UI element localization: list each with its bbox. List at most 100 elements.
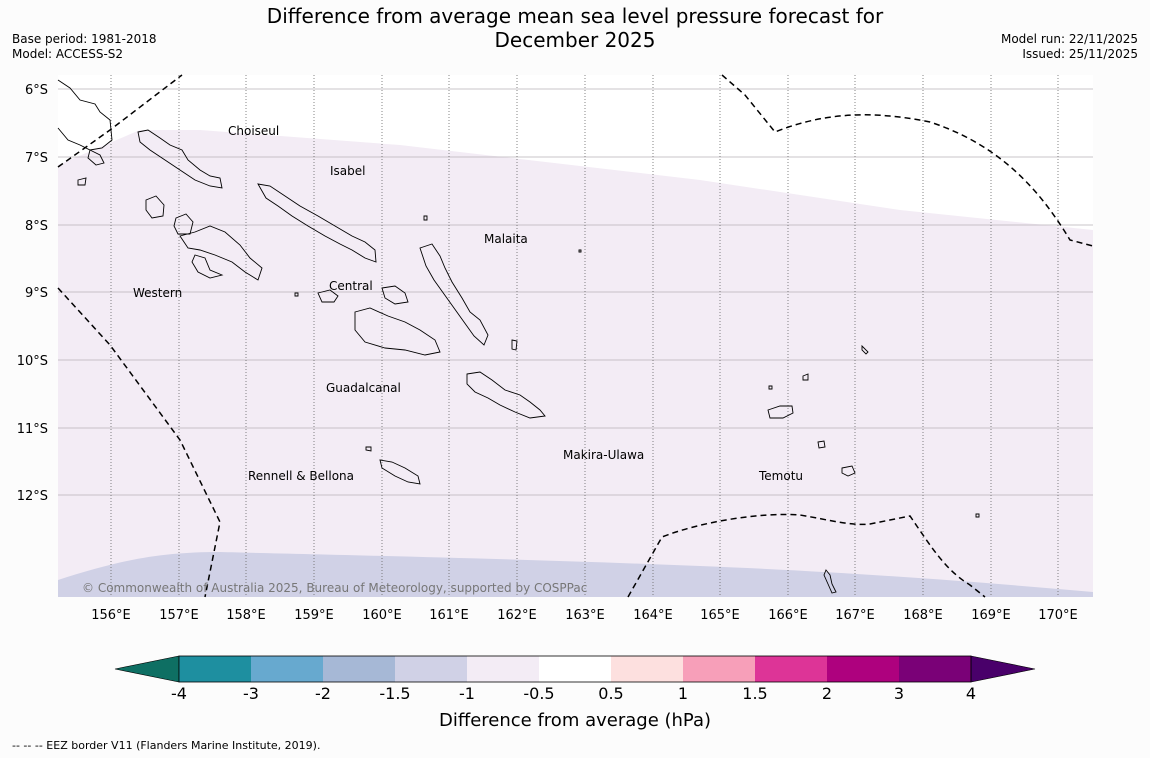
island-bellona [365,446,372,452]
province-label-western: Western [133,286,182,300]
colorbar-swatch [179,656,251,682]
colorbar-swatch [467,656,539,682]
lat-label: 8°S [25,219,48,234]
colorbar-tick: 4 [966,684,976,703]
colorbar-tick: 3 [894,684,904,703]
island-small-shortland [77,177,87,186]
island-small-ontong [578,249,582,253]
island-rendova [191,254,224,279]
province-label-temotu: Temotu [758,469,803,483]
colorbar-swatch [539,656,611,682]
province-labels: Choiseul Isabel Malaita Western Central … [133,124,803,483]
island-vella-lavella [145,195,165,219]
lat-label: 10°S [17,354,48,369]
model-name: Model: ACCESS-S2 [12,47,124,61]
lat-label: 12°S [17,489,48,504]
lon-label: 160°E [362,608,402,623]
lon-label: 157°E [159,608,199,623]
lon-label: 169°E [971,608,1011,623]
base-period: Base period: 1981-2018 [12,32,157,46]
colorbar-tick: -1 [459,684,475,703]
colorbar-swatch [395,656,467,682]
lon-labels: 156°E 157°E 158°E 159°E 160°E 161°E 162°… [91,608,1078,623]
colorbar-tick: -0.5 [523,684,554,703]
island-isabel [257,183,377,263]
meta-left: Base period: 1981-2018 Model: ACCESS-S2 [12,32,157,62]
island-sikaiana [861,344,869,355]
colorbar-swatch [251,656,323,682]
colorbar-tick: -2 [315,684,331,703]
issued-date: Issued: 25/11/2025 [1022,47,1138,61]
lon-label: 166°E [768,608,808,623]
eez-borders [57,74,1094,598]
colorbar-swatch [683,656,755,682]
lat-label: 9°S [25,286,48,301]
island-guadalcanal [354,307,441,356]
lon-label: 156°E [91,608,131,623]
island-reef-islands [802,373,809,381]
lat-label: 7°S [25,151,48,166]
colorbar-swatch [827,656,899,682]
lon-label: 163°E [565,608,605,623]
province-label-rennell: Rennell & Bellona [248,469,354,483]
province-label-guadalcanal: Guadalcanal [326,381,401,395]
island-new-georgia [179,225,263,281]
colorbar-tick: 0.5 [598,684,623,703]
colorbar-tick: 2 [822,684,832,703]
island-nggela [317,289,339,303]
island-vanikoro [841,465,856,477]
lon-label: 168°E [903,608,943,623]
colorbar-tick: -1.5 [379,684,410,703]
island-russell [381,285,409,305]
anomaly-region-mid [58,552,1093,597]
colorbar-low-arrow [114,655,180,683]
model-run: Model run: 22/11/2025 [1000,32,1138,46]
lat-labels: 6°S 7°S 8°S 9°S 10°S 11°S 12°S [17,83,48,504]
colorbar-swatch [323,656,395,682]
lat-label: 11°S [17,422,48,437]
map-title: Difference from average mean sea level p… [260,4,890,52]
province-label-malaita: Malaita [484,232,528,246]
colorbar-outline [178,655,972,683]
province-label-choiseul: Choiseul [228,124,279,138]
lon-gridlines [110,75,1059,597]
island-bougainville [57,79,113,151]
colorbar: -4 -3 -2 -1.5 -1 -0.5 0.5 1 1.5 2 3 4 Di… [114,655,1036,731]
island-rennell [379,459,421,485]
lon-label: 164°E [633,608,673,623]
colorbar-swatch [611,656,683,682]
island-buka [87,149,105,166]
island-malaita [419,243,489,346]
province-label-makira: Makira-Ulawa [563,448,644,462]
lat-label: 6°S [25,83,48,98]
lon-label: 170°E [1038,608,1078,623]
island-small-ulawa [511,339,518,351]
lon-label: 167°E [835,608,875,623]
lon-label: 165°E [700,608,740,623]
island-utupua [817,440,826,449]
colorbar-swatch [755,656,827,682]
eez-legend-note: -- -- -- EEZ border V11 (Flanders Marine… [12,739,321,752]
province-label-central: Central [329,279,373,293]
lat-gridlines [58,88,1093,496]
title-line-2: December 2025 [494,28,656,52]
lon-label: 162°E [497,608,537,623]
colorbar-swatch [899,656,971,682]
colorbar-tick: -4 [171,684,187,703]
colorbar-tick: 1.5 [742,684,767,703]
lon-label: 159°E [294,608,334,623]
island-santa-cruz [767,405,794,419]
lon-label: 158°E [226,608,266,623]
meta-right: Model run: 22/11/2025 Issued: 25/11/2025 [1001,32,1138,62]
island-choiseul [137,129,223,189]
anomaly-region-light [58,130,1093,597]
colorbar-title: Difference from average (hPa) [439,710,711,731]
island-anuta [823,569,837,594]
colorbar-tick: 1 [678,684,688,703]
island-makira [466,371,546,419]
island-small-east [975,513,980,518]
island-small-treasury [294,292,299,297]
islands [57,79,980,594]
province-label-isabel: Isabel [330,164,365,178]
